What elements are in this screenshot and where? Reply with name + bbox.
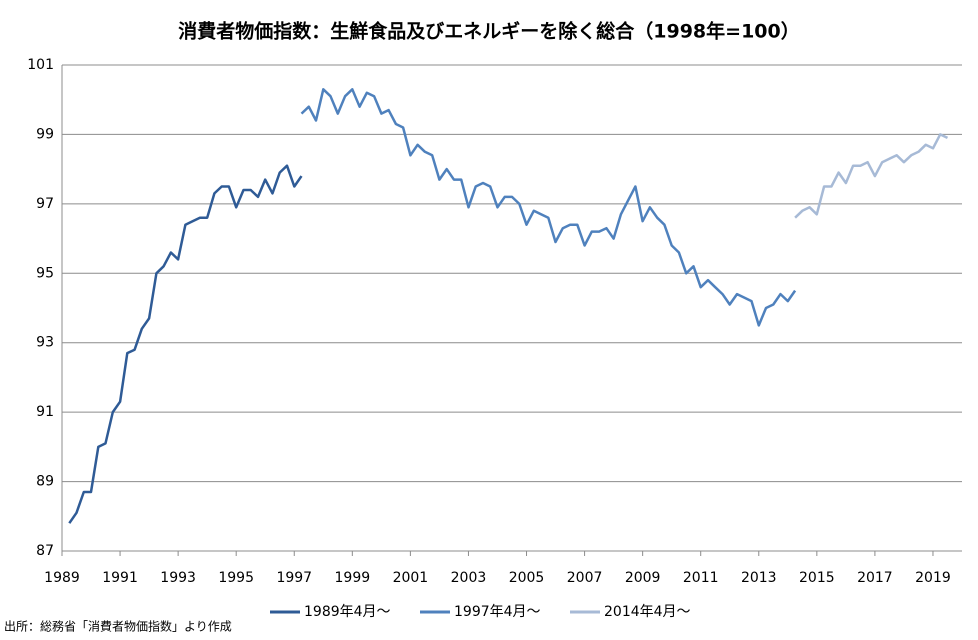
- y-tick-label: 91: [36, 404, 54, 420]
- y-tick-label: 93: [36, 335, 54, 351]
- x-tick-label: 2013: [741, 570, 777, 586]
- series-line: [794, 133, 949, 219]
- x-tick-label: 2019: [915, 570, 951, 586]
- y-tick-label: 99: [36, 126, 54, 142]
- x-tick-label: 1989: [44, 570, 80, 586]
- x-tick-label: 1999: [335, 570, 371, 586]
- x-tick-label: 2015: [799, 570, 835, 586]
- x-tick-label: 1993: [160, 570, 196, 586]
- y-tick-label: 89: [36, 474, 54, 490]
- x-tick-label: 2001: [393, 570, 429, 586]
- legend-label: 1989年4月～: [304, 604, 391, 620]
- series-line: [68, 164, 303, 524]
- y-tick-label: 95: [36, 265, 54, 281]
- x-tick-label: 2003: [451, 570, 487, 586]
- legend-label: 1997年4月～: [454, 604, 541, 620]
- y-tick-label: 101: [27, 57, 54, 73]
- y-tick-label: 87: [36, 543, 54, 559]
- x-tick-label: 2009: [625, 570, 661, 586]
- x-tick-label: 1995: [218, 570, 254, 586]
- y-tick-label: 97: [36, 196, 54, 212]
- legend-label: 2014年4月～: [604, 604, 691, 620]
- x-tick-label: 1997: [276, 570, 312, 586]
- series-line: [300, 88, 797, 327]
- x-tick-label: 2011: [683, 570, 719, 586]
- x-tick-label: 2017: [857, 570, 893, 586]
- source-note: 出所：総務省「消費者物価指数」より作成: [4, 619, 232, 634]
- x-tick-label: 2007: [567, 570, 603, 586]
- x-tick-label: 1991: [102, 570, 138, 586]
- chart-title: 消費者物価指数：生鮮食品及びエネルギーを除く総合（1998年=100）: [178, 20, 799, 43]
- x-tick-label: 2005: [509, 570, 545, 586]
